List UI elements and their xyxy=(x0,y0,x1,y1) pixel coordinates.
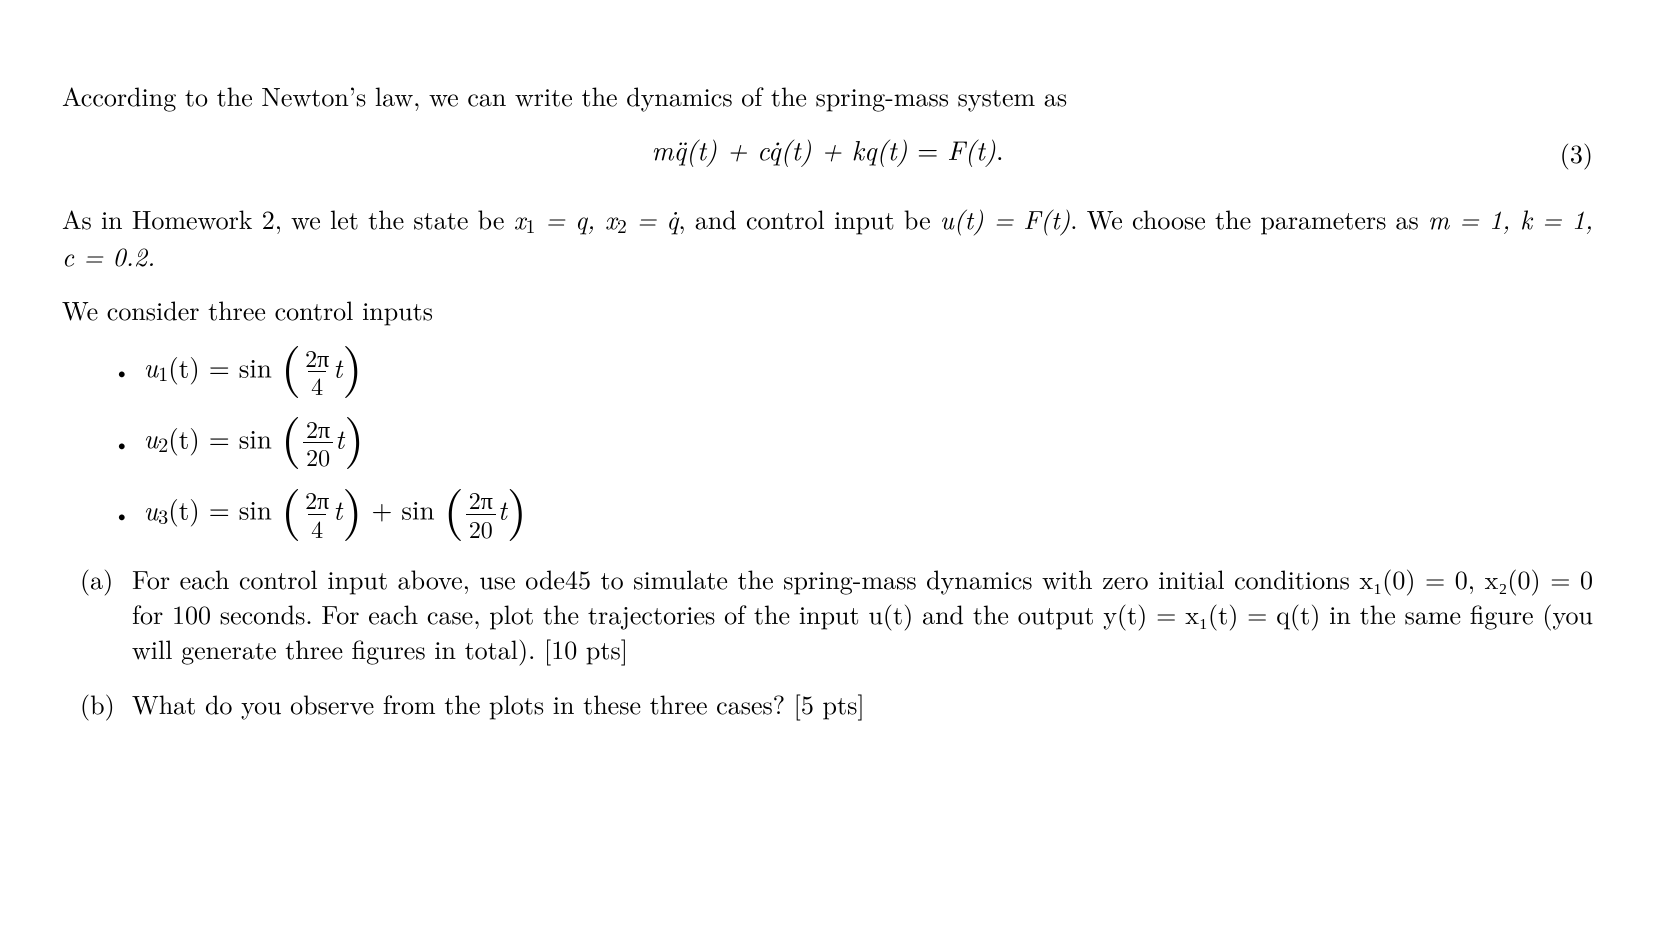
intro-paragraph: According to the Newton’s law, we can wr… xyxy=(62,78,1593,113)
problem-page: According to the Newton’s law, we can wr… xyxy=(0,0,1657,781)
part-a: (a) For each control input above, use od… xyxy=(80,561,1593,666)
control-input-item: • u2(t) = sin (2π20t) xyxy=(114,416,1593,469)
subparts-list: (a) For each control input above, use od… xyxy=(80,561,1593,721)
equation-number: (3) xyxy=(1560,135,1593,170)
equation-lhs: mq̈(t) + cq̇(t) + kq(t) xyxy=(652,130,908,168)
text-fragment: As in Homework 2, we let the state be xyxy=(62,200,514,237)
part-a-label: (a) xyxy=(80,561,132,596)
input-expression: u2(t) = sin (2π20t) xyxy=(144,416,365,469)
text-fragment: , and control input be xyxy=(678,200,939,237)
equation-row: mq̈(t) + cq̇(t) + kq(t) = F(t). (3) xyxy=(62,131,1593,179)
input-expression: u1(t) = sin (2π4t) xyxy=(144,345,363,398)
bullet-icon: • xyxy=(114,504,130,524)
input-expression: u3(t) = sin (2π4t) + sin (2π20t) xyxy=(144,487,527,540)
bullet-icon: • xyxy=(114,433,130,453)
part-b-text: What do you observe from the plots in th… xyxy=(132,686,1593,721)
inputs-intro: We consider three control inputs xyxy=(62,292,1593,327)
control-input-item: • u1(t) = sin (2π4t) xyxy=(114,345,1593,398)
control-input-item: • u3(t) = sin (2π4t) + sin (2π20t) xyxy=(114,487,1593,540)
text-fragment: . We choose the parameters as xyxy=(1070,200,1428,237)
var-x1: x xyxy=(514,200,526,237)
part-b: (b) What do you observe from the plots i… xyxy=(80,686,1593,721)
part-a-text: For each control input above, use ode45 … xyxy=(132,561,1593,666)
bullet-icon: • xyxy=(114,361,130,381)
equals-sign: = xyxy=(917,130,947,168)
part-b-label: (b) xyxy=(80,686,132,721)
text-fragment: = q, x xyxy=(535,200,617,237)
equation-body: mq̈(t) + cq̇(t) + kq(t) = F(t). xyxy=(62,131,1593,167)
state-paragraph: As in Homework 2, we let the state be x1… xyxy=(62,201,1593,273)
var-qdot: = q̇ xyxy=(627,200,679,237)
var-u-F: u(t) = F(t) xyxy=(940,200,1070,237)
equation-rhs: F(t) xyxy=(947,130,996,168)
control-inputs-list: •u1(t) = sin (2π4t)•u2(t) = sin (2π20t)•… xyxy=(114,345,1593,541)
